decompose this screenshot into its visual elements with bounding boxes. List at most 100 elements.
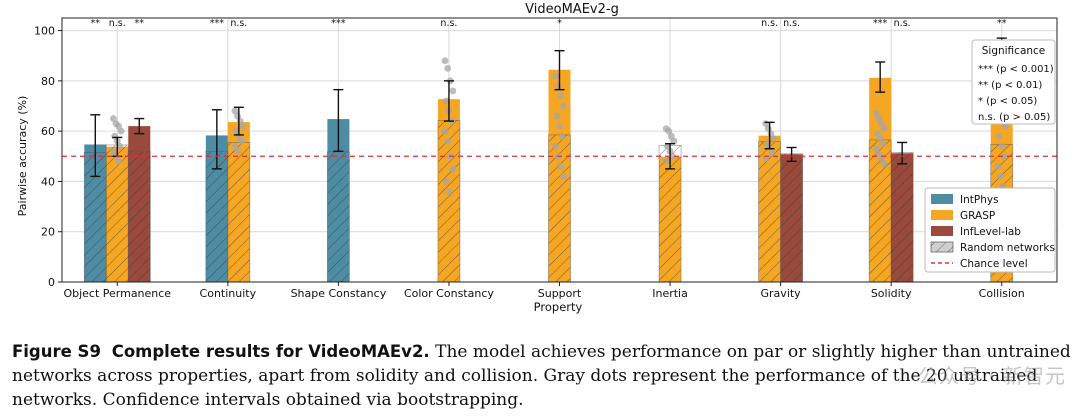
random-dot [558,132,566,140]
caption-title: Complete results for VideoMAEv2. [111,342,430,361]
random-bar-0-2 [327,151,350,283]
significance-label: *** [331,18,346,29]
significance-line: *** (p < 0.001) [978,64,1054,75]
x-tick-label: Color Constancy [404,287,494,300]
random-dot [669,152,677,160]
random-dot [880,160,888,168]
y-tick-label: 60 [41,125,55,138]
random-dot [995,132,1003,140]
significance-line: n.s. (p > 0.05) [978,112,1050,123]
legend-label: InfLevel-lab [960,226,1021,238]
random-dot [879,140,887,148]
x-axis-label: Property [534,300,583,314]
significance-line: ** (p < 0.01) [978,80,1042,91]
chart: ** n.s. ** *** n.s. *** n.s. * n.s. n.s. *** n.s. **… [16,2,1058,314]
significance-label: ** [997,18,1007,29]
significance-label: n.s. [761,18,778,29]
caption-text: The model achieves performance on par or… [12,342,1071,410]
random-dot [556,122,563,130]
random-dot [557,162,565,170]
random-dot [115,157,122,165]
figure-caption: Figure S9 Complete results for VideoMAEv… [12,340,1072,412]
x-tick-label: Solidity [871,287,912,300]
significance-label: * [557,18,562,29]
y-tick-label: 0 [48,276,55,289]
random-dot [552,72,559,80]
legend-swatch [931,210,953,220]
random-dot [762,155,770,163]
random-dot [997,173,1004,180]
chart-title: VideoMAEv2-g [525,2,619,17]
random-dot [994,162,1002,170]
random-dot [109,147,117,155]
random-bar-1-3 [437,120,461,283]
random-dot [878,155,885,163]
x-tick-label: Collision [979,287,1025,300]
random-bar-1-0 [105,144,129,283]
random-dot [115,122,122,130]
random-dot [553,112,561,120]
y-axis-label: Pairwise accuracy (%) [16,96,29,217]
random-dot [234,147,241,155]
watermark: 公众号 · 新智元 [917,364,1066,388]
random-dot [116,142,124,150]
random-bar-2-6 [780,153,803,283]
random-dot [763,140,771,148]
random-dot [874,130,881,138]
legend-swatch [931,194,953,204]
legend-label: Random networks [960,242,1055,254]
significance-label: ** [91,18,101,29]
random-dot [232,127,240,135]
significance-line: * (p < 0.05) [978,96,1037,107]
y-tick-label: 80 [41,75,55,88]
random-dot [872,145,880,153]
random-dot [554,82,562,90]
random-dot [231,107,239,115]
random-dot [441,57,449,65]
random-dot [238,137,245,145]
x-tick-label: Inertia [652,287,688,300]
random-dot [117,127,125,135]
random-bar-1-6 [758,141,781,283]
random-dot [557,92,565,100]
random-dot [667,132,675,140]
random-dot [670,137,678,145]
random-dot [662,157,670,165]
random-dot [552,142,559,150]
random-dot [664,142,671,150]
random-dot [449,165,457,173]
random-dot [875,150,883,158]
random-bar-2-7 [890,152,914,283]
significance-title: Significance [982,45,1046,57]
random-dot [875,115,883,122]
significance-label: n.s. [230,18,247,29]
random-dot [872,110,880,117]
random-dot [880,125,888,133]
random-dot [239,122,247,130]
random-dot [444,137,452,145]
random-dot [878,120,885,127]
random-dot [442,97,450,105]
random-dot [770,135,777,143]
significance-box [971,39,1056,125]
x-tick-label: Support [538,287,582,300]
random-dot [768,150,776,158]
random-bar-1-1 [227,142,251,283]
y-tick-label: 20 [41,226,55,239]
y-tick-label: 40 [41,175,55,188]
significance-label: n.s. [894,18,911,29]
legend-label: IntPhys [960,194,999,206]
legend-swatch-hatch [930,241,954,253]
caption-label: Figure S9 [12,342,101,361]
random-dot [444,64,452,72]
significance-label: n.s. [440,18,457,29]
random-dot [231,142,239,150]
x-tick-label: Gravity [761,287,802,300]
random-dot [449,87,457,95]
random-bar-0-1 [205,150,229,283]
random-dot [560,173,567,180]
legend-box [924,187,1056,273]
random-dot [1000,152,1008,160]
significance-label: *** [210,18,225,29]
random-dot [445,188,453,195]
